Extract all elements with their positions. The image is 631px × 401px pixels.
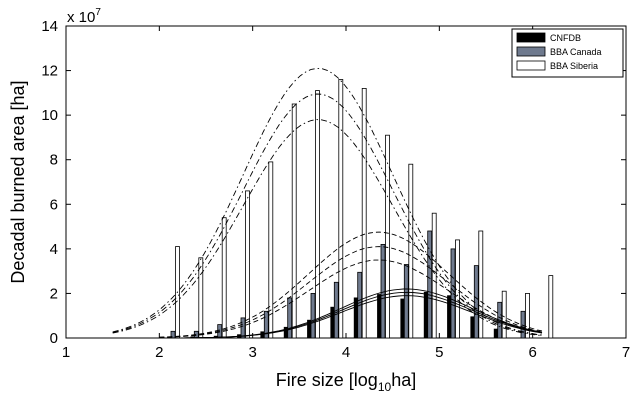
legend-label: CNFDB (550, 33, 581, 43)
bar-bba-canada-10 (380, 243, 386, 339)
x-tick-label: 6 (528, 344, 536, 361)
bar-bba-canada-12 (427, 230, 433, 339)
x-tick-label: 5 (435, 344, 443, 361)
fit-curve-layer (112, 67, 543, 339)
bar-bba-canada-7 (310, 292, 316, 339)
x-tick-label: 3 (248, 344, 256, 361)
bar-bba-canada-5 (263, 310, 269, 339)
fit-curve-4 (159, 246, 543, 338)
y-tick-label: 8 (50, 152, 58, 169)
bar-bba-siberia-12 (431, 212, 437, 339)
y-tick-label: 0 (50, 330, 58, 347)
y-tick-label: 14 (41, 18, 58, 35)
y-tick-label: 6 (50, 196, 58, 213)
y-multiplier: x 107 (67, 7, 101, 26)
legend: CNFDB BBA Canada BBA Siberia (511, 28, 624, 78)
y-tick-label: 4 (50, 241, 58, 258)
bar-bba-siberia-10 (385, 134, 390, 339)
x-tick-label: 2 (155, 344, 163, 361)
bar-bba-siberia-16 (525, 292, 530, 339)
bar-bba-canada-14 (473, 265, 479, 339)
bar-bba-siberia-8 (338, 79, 344, 339)
bar-bba-siberia-9 (361, 88, 367, 339)
bar-bba-canada-16 (520, 310, 526, 339)
y-tick-label: 2 (50, 285, 58, 302)
fit-curve-5 (159, 259, 543, 338)
fit-curve-2 (112, 119, 543, 337)
x-tick-label: 7 (622, 344, 630, 361)
fit-curve-3 (159, 231, 543, 338)
y-tick-label: 10 (41, 107, 58, 124)
legend-swatch-cnfdb (516, 32, 546, 43)
legend-swatch-bba-siberia (516, 60, 546, 71)
bar-bba-canada-4 (240, 317, 246, 339)
fit-curve-0 (112, 67, 543, 336)
y-tick-label: 12 (41, 63, 58, 80)
bar-bba-siberia-7 (315, 90, 320, 339)
bar-bba-siberia-17 (548, 275, 554, 339)
bar-bba-siberia-4 (245, 190, 250, 339)
y-axis-label: Decadal burned area [ha] (8, 80, 28, 283)
y-axis-ticks: 0 2 4 6 8 10 12 14 (41, 18, 626, 347)
bar-bba-siberia-11 (408, 163, 414, 339)
x-tick-label: 4 (342, 344, 350, 361)
x-tick-label: 1 (62, 344, 70, 361)
x-axis-ticks: 1 2 3 4 5 6 7 (62, 26, 630, 361)
bar-bba-siberia-15 (501, 290, 507, 339)
bar-bba-canada-6 (287, 297, 293, 339)
x-axis-label: Fire size [log10ha] (276, 370, 416, 394)
legend-label: BBA Canada (550, 47, 602, 57)
bar-bba-siberia-3 (221, 217, 227, 339)
legend-swatch-bba-canada (516, 46, 546, 57)
legend-label: BBA Siberia (550, 61, 598, 71)
plot-area (65, 25, 627, 339)
bar-bba-siberia-2 (198, 257, 204, 339)
fit-curve-8 (159, 295, 543, 339)
bar-bba-canada-11 (403, 264, 409, 339)
bar-bba-siberia-14 (478, 230, 484, 339)
bar-bba-siberia-5 (268, 161, 274, 339)
bar-bba-siberia-6 (291, 103, 297, 339)
